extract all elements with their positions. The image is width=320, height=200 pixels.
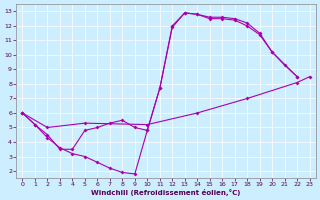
X-axis label: Windchill (Refroidissement éolien,°C): Windchill (Refroidissement éolien,°C) [91,189,241,196]
